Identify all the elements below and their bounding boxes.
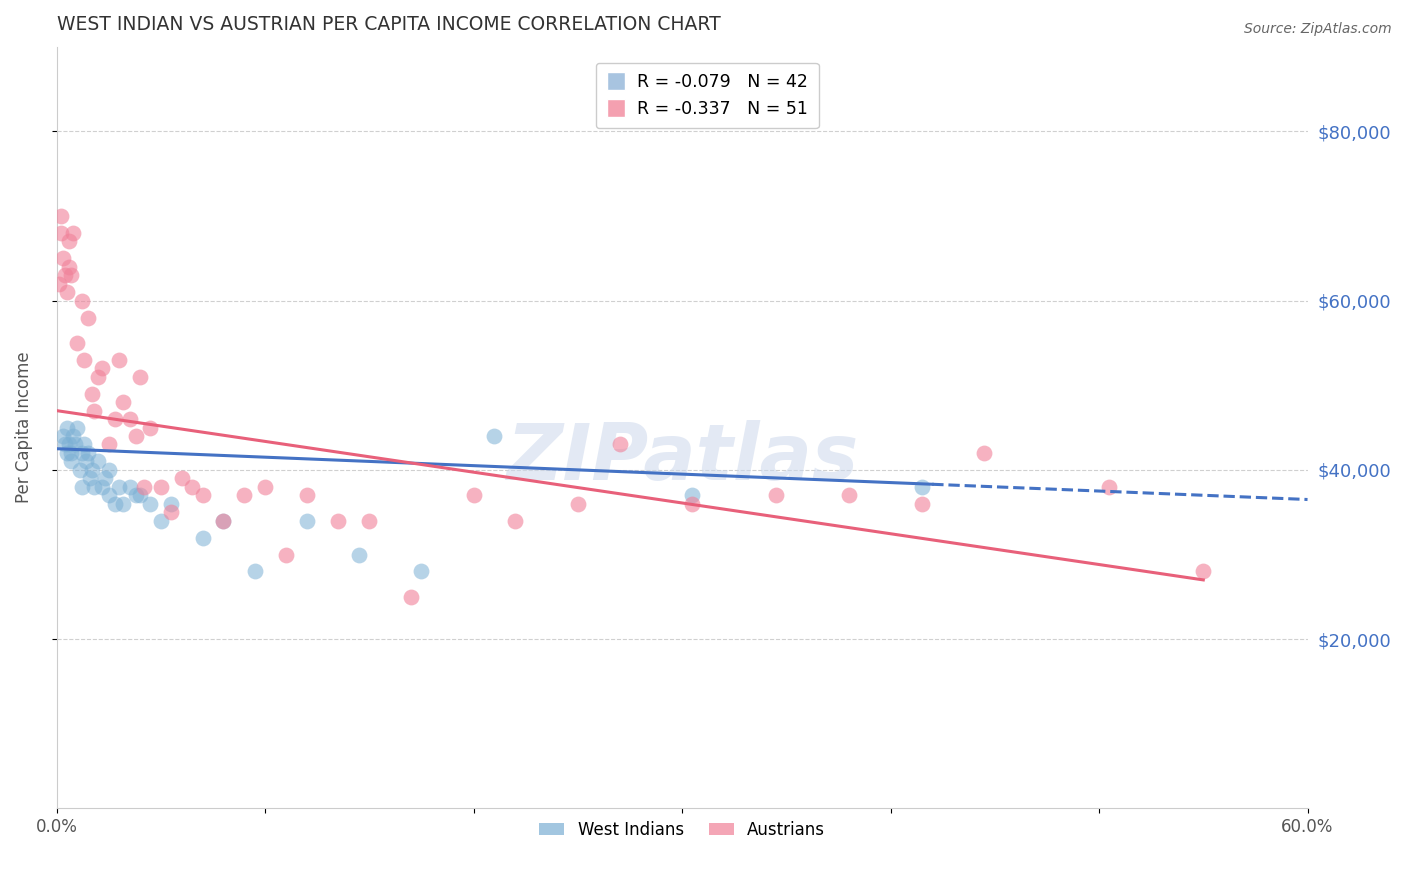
Point xyxy=(62,429,84,443)
Text: ZIPatlas: ZIPatlas xyxy=(506,420,858,496)
Point xyxy=(56,285,79,299)
Point xyxy=(58,235,80,249)
Point xyxy=(191,488,214,502)
Point xyxy=(347,548,370,562)
Point xyxy=(567,497,589,511)
Point xyxy=(149,480,172,494)
Point xyxy=(274,548,297,562)
Point xyxy=(682,488,704,502)
Point xyxy=(149,514,172,528)
Point xyxy=(911,480,934,494)
Point xyxy=(66,335,89,350)
Point xyxy=(1192,565,1215,579)
Point xyxy=(48,277,70,291)
Point xyxy=(139,420,162,434)
Point xyxy=(60,446,83,460)
Point xyxy=(56,420,79,434)
Point xyxy=(73,437,96,451)
Point xyxy=(160,497,183,511)
Point xyxy=(191,531,214,545)
Point xyxy=(411,565,433,579)
Point xyxy=(80,463,103,477)
Point xyxy=(75,454,97,468)
Point xyxy=(70,293,93,308)
Point xyxy=(58,437,80,451)
Point xyxy=(399,590,422,604)
Point xyxy=(973,446,995,460)
Point xyxy=(65,437,87,451)
Point xyxy=(129,488,152,502)
Point xyxy=(125,488,148,502)
Point xyxy=(254,480,277,494)
Point xyxy=(93,471,115,485)
Text: Source: ZipAtlas.com: Source: ZipAtlas.com xyxy=(1244,22,1392,37)
Point xyxy=(83,480,105,494)
Point xyxy=(112,497,135,511)
Point xyxy=(104,497,127,511)
Point xyxy=(463,488,485,502)
Point xyxy=(56,446,79,460)
Point xyxy=(1098,480,1121,494)
Point xyxy=(97,437,120,451)
Point xyxy=(838,488,860,502)
Point xyxy=(170,471,193,485)
Point xyxy=(108,352,131,367)
Point xyxy=(160,505,183,519)
Point xyxy=(129,369,152,384)
Point xyxy=(97,463,120,477)
Point xyxy=(79,471,101,485)
Point xyxy=(125,429,148,443)
Point xyxy=(295,514,318,528)
Point xyxy=(139,497,162,511)
Point xyxy=(69,463,91,477)
Point xyxy=(911,497,934,511)
Point xyxy=(359,514,381,528)
Point xyxy=(97,488,120,502)
Point xyxy=(233,488,256,502)
Point xyxy=(104,412,127,426)
Point xyxy=(62,226,84,240)
Text: WEST INDIAN VS AUSTRIAN PER CAPITA INCOME CORRELATION CHART: WEST INDIAN VS AUSTRIAN PER CAPITA INCOM… xyxy=(56,15,720,34)
Point xyxy=(52,429,75,443)
Point xyxy=(53,437,76,451)
Point xyxy=(609,437,631,451)
Point xyxy=(91,361,114,376)
Point xyxy=(83,403,105,417)
Point xyxy=(52,252,75,266)
Point xyxy=(484,429,506,443)
Point xyxy=(326,514,349,528)
Point xyxy=(60,454,83,468)
Point xyxy=(295,488,318,502)
Point xyxy=(66,420,89,434)
Point xyxy=(134,480,156,494)
Point xyxy=(87,369,110,384)
Legend: West Indians, Austrians: West Indians, Austrians xyxy=(533,814,831,846)
Point xyxy=(49,226,72,240)
Y-axis label: Per Capita Income: Per Capita Income xyxy=(15,351,32,503)
Point xyxy=(70,480,93,494)
Point xyxy=(49,209,72,223)
Point xyxy=(108,480,131,494)
Point xyxy=(77,446,100,460)
Point xyxy=(212,514,235,528)
Point xyxy=(765,488,787,502)
Point xyxy=(60,268,83,283)
Point xyxy=(503,514,526,528)
Point xyxy=(118,480,141,494)
Point xyxy=(682,497,704,511)
Point xyxy=(58,260,80,274)
Point xyxy=(80,386,103,401)
Point xyxy=(53,268,76,283)
Point xyxy=(212,514,235,528)
Point xyxy=(118,412,141,426)
Point xyxy=(112,395,135,409)
Point xyxy=(243,565,266,579)
Point xyxy=(87,454,110,468)
Point xyxy=(91,480,114,494)
Point xyxy=(181,480,204,494)
Point xyxy=(73,352,96,367)
Point xyxy=(77,310,100,325)
Point xyxy=(70,446,93,460)
